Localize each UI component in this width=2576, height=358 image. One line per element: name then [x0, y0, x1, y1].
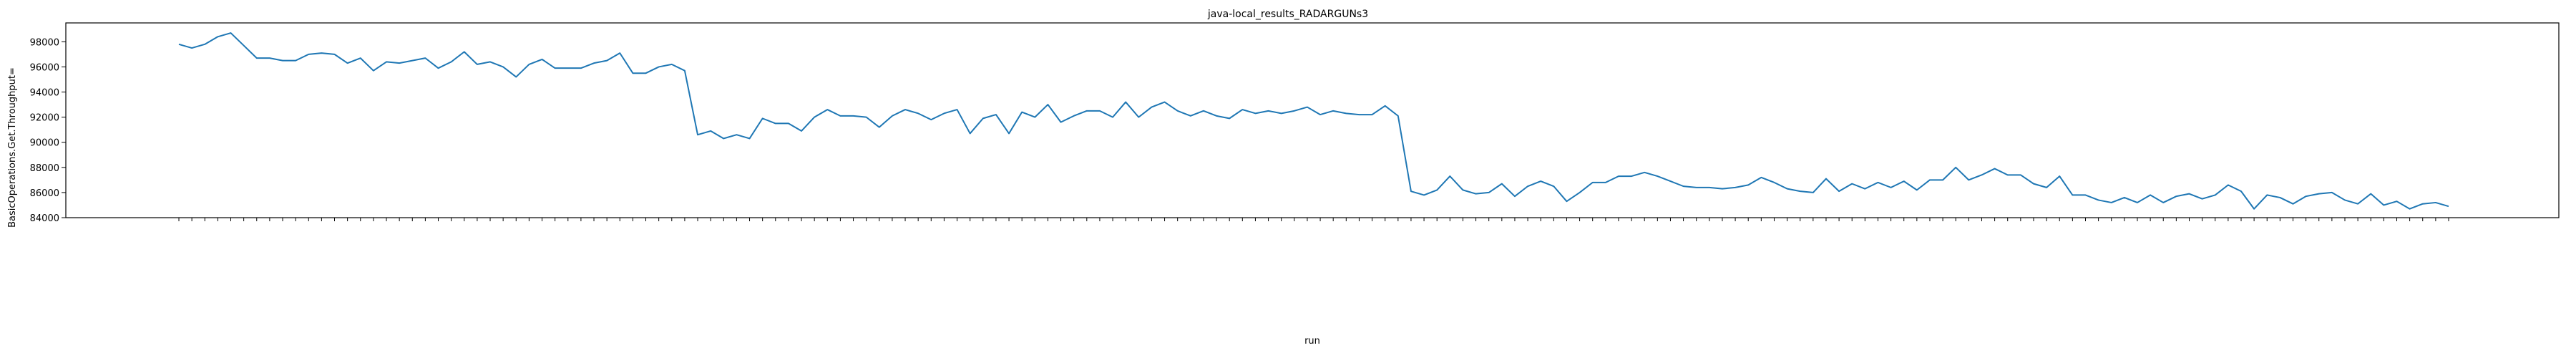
y-tick-label: 88000 [30, 163, 59, 174]
y-tick-label: 94000 [30, 88, 59, 99]
y-tick-label: 90000 [30, 138, 59, 149]
chart-title: java-local_results_RADARGUNs3 [1207, 9, 1368, 20]
y-axis-label: BasicOperations.Get.Throughput= [7, 67, 18, 228]
x-axis-ticks [178, 218, 2449, 221]
y-tick-label: 84000 [30, 213, 59, 224]
series-layer [178, 32, 2449, 210]
x-axis-label: run [1304, 336, 1320, 347]
series-line [178, 32, 2449, 210]
y-tick-label: 92000 [30, 113, 59, 124]
y-tick-label: 98000 [30, 37, 59, 48]
y-tick-label: 86000 [30, 188, 59, 199]
plot-area-frame [65, 22, 2560, 218]
y-axis-ticks: 84000 86000 88000 90000 92000 94000 96000 98000 [30, 37, 66, 224]
y-tick-label: 96000 [30, 62, 59, 73]
